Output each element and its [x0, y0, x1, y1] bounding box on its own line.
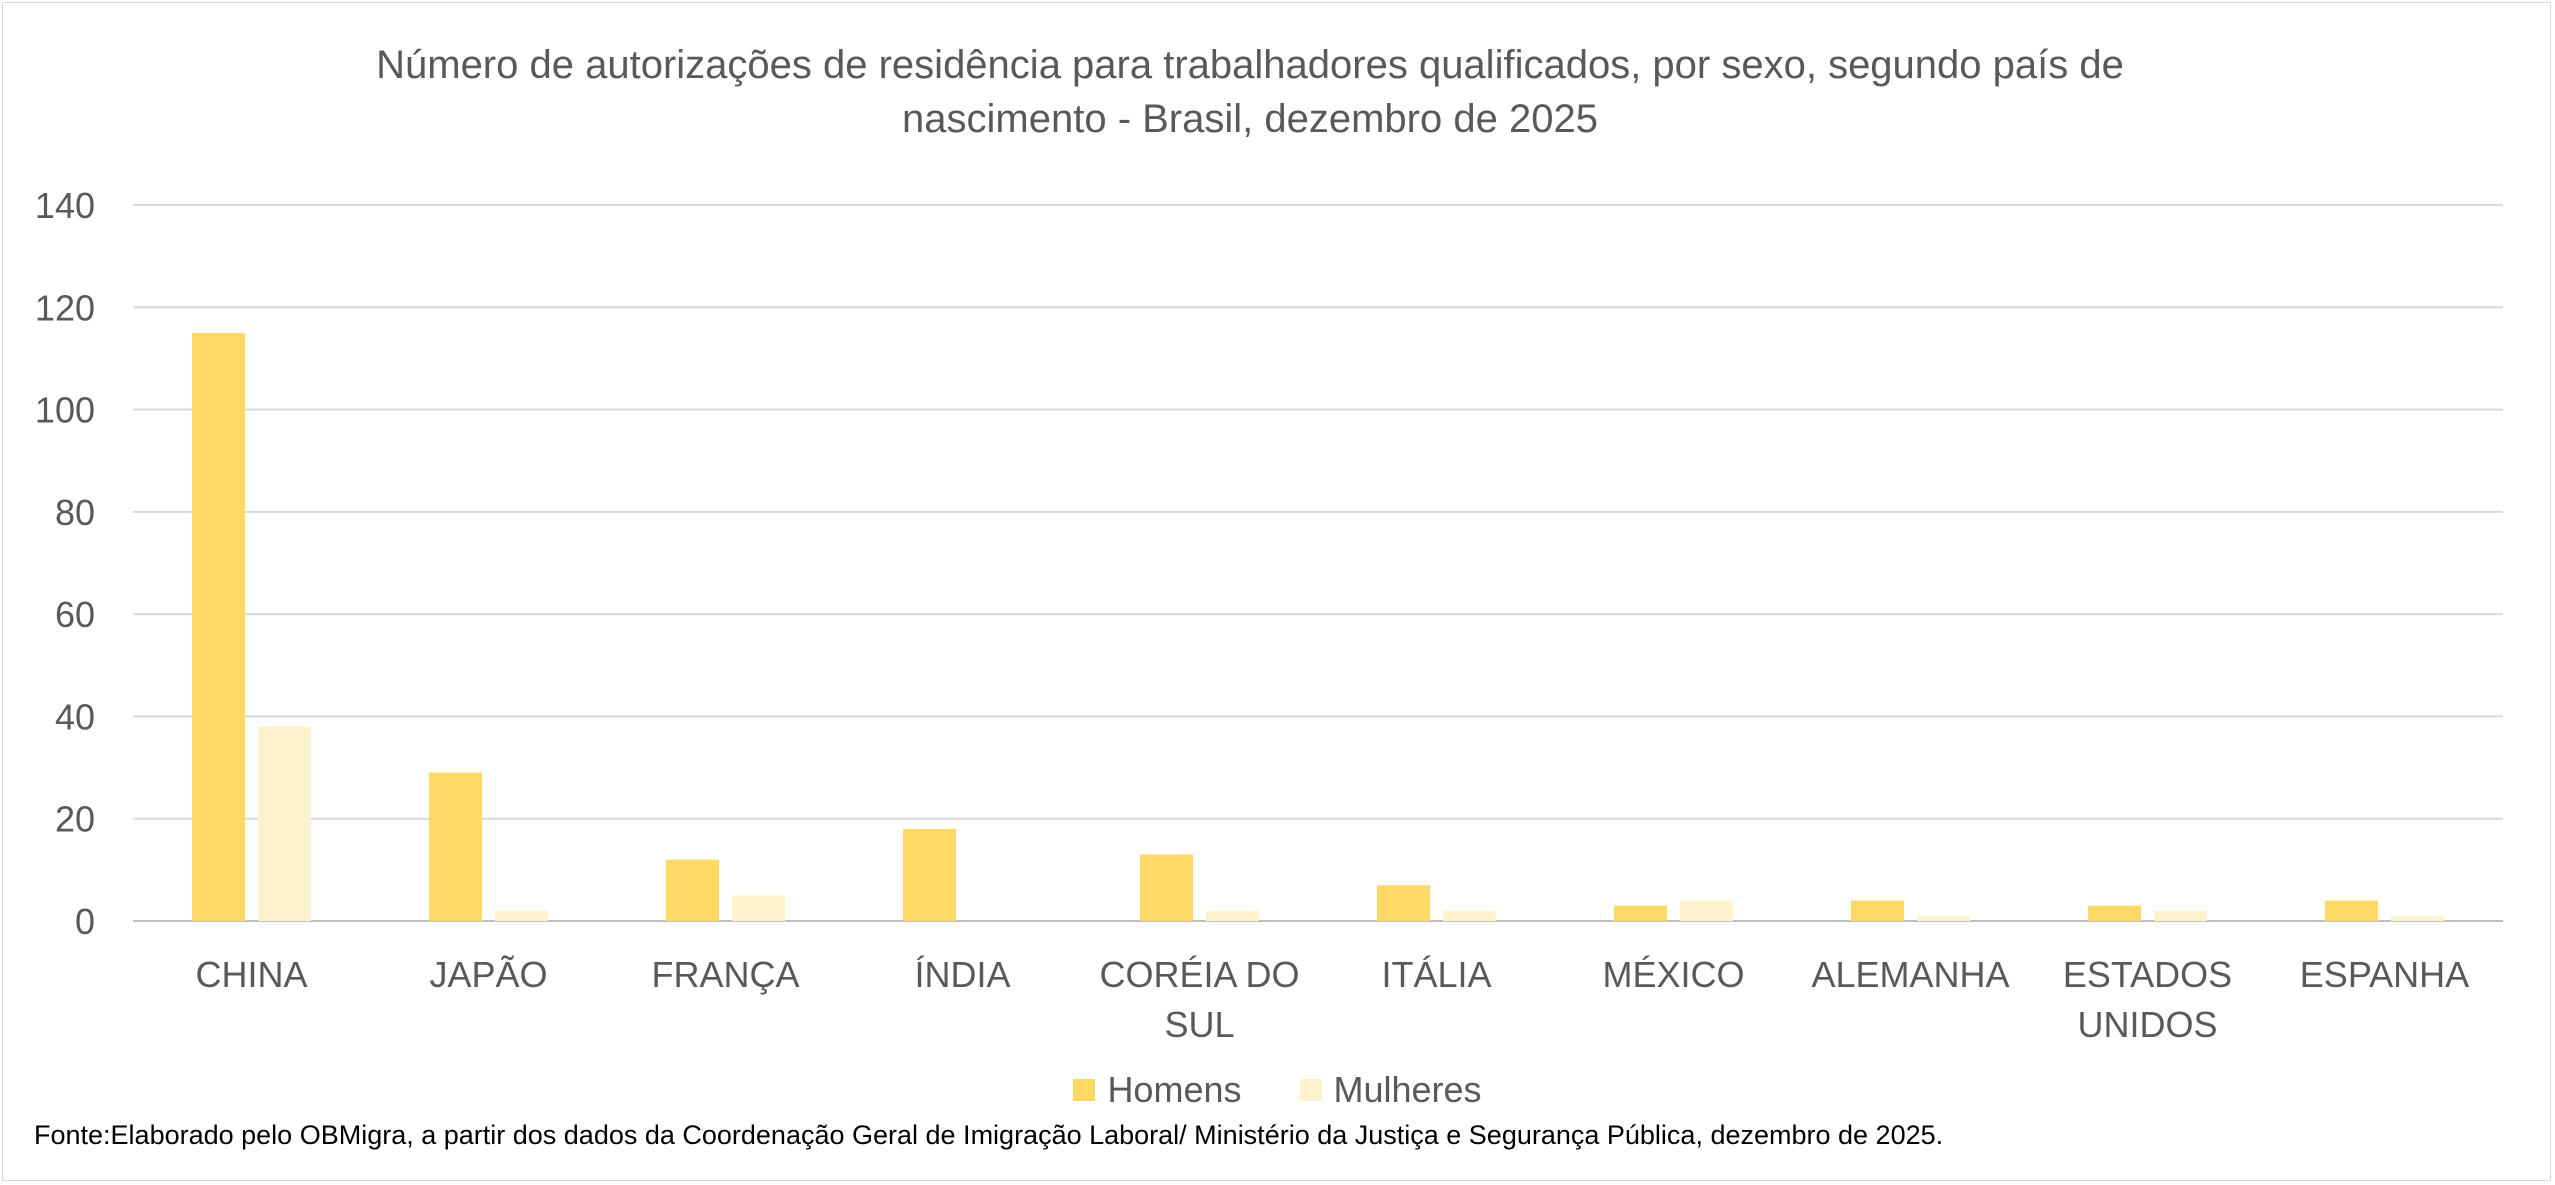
legend-item-mulheres: Mulheres [1299, 1069, 1482, 1111]
bar-homens-4 [1140, 854, 1193, 921]
chart-title-line-1: Número de autorizações de residência par… [376, 43, 2124, 87]
x-tick-label-0: CHINA [195, 954, 307, 995]
source-note: Fonte:Elaborado pelo OBMigra, a partir d… [34, 1120, 1944, 1150]
bar-mulheres-1 [495, 910, 548, 921]
bars [192, 332, 2444, 921]
x-tick-label-9: ESPANHA [2300, 954, 2469, 995]
bar-homens-2 [666, 859, 719, 921]
bar-homens-6 [1614, 905, 1667, 921]
bar-homens-7 [1851, 900, 1904, 921]
bar-mulheres-9 [2391, 915, 2444, 921]
bar-homens-3 [903, 828, 956, 921]
bar-mulheres-7 [1917, 915, 1970, 921]
y-tick-label-0: 0 [75, 901, 95, 942]
legend-label-homens: Homens [1107, 1069, 1242, 1110]
bar-mulheres-2 [732, 895, 785, 921]
legend-label-mulheres: Mulheres [1333, 1069, 1482, 1110]
bar-mulheres-4 [1206, 910, 1259, 921]
x-tick-label-5: ITÁLIA [1381, 954, 1491, 995]
x-tick-label-3: ÍNDIA [914, 954, 1010, 995]
x-tick-label-8-line-0: ESTADOS [2063, 954, 2232, 995]
x-tick-label-2: FRANÇA [651, 954, 799, 995]
y-tick-label-80: 80 [55, 492, 95, 533]
y-tick-label-40: 40 [55, 696, 95, 737]
bar-mulheres-5 [1443, 910, 1496, 921]
x-tick-label-8-line-1: UNIDOS [2077, 1004, 2217, 1045]
x-tick-label-1: JAPÃO [429, 954, 547, 995]
bar-homens-5 [1377, 885, 1430, 921]
bar-mulheres-8 [2154, 910, 2207, 921]
chart-title-line-2: nascimento - Brasil, dezembro de 2025 [902, 97, 1598, 141]
bar-homens-9 [2325, 900, 2378, 921]
bar-homens-0 [192, 332, 245, 921]
bar-homens-1 [429, 772, 482, 921]
x-tick-label-6: MÉXICO [1602, 954, 1744, 995]
x-tick-label-4-line-0: CORÉIA DO [1099, 954, 1299, 995]
x-tick-label-4-line-1: SUL [1164, 1004, 1234, 1045]
y-tick-label-100: 100 [35, 390, 95, 431]
legend-swatch-homens [1073, 1079, 1096, 1101]
bar-homens-8 [2088, 905, 2141, 921]
gridlines [133, 204, 2503, 922]
bar-mulheres-6 [1680, 900, 1733, 921]
y-tick-label-20: 20 [55, 799, 95, 840]
y-axis-tick-labels: 0 20 40 60 80 100 120 140 [35, 185, 95, 942]
bar-mulheres-0 [258, 726, 311, 921]
x-axis-tick-labels: CHINA JAPÃO FRANÇA ÍNDIA CORÉIA DO SUL ITÁLIA M… [195, 954, 2469, 1045]
x-tick-label-7: ALEMANHA [1811, 954, 2009, 995]
legend-item-homens: Homens [1073, 1069, 1242, 1111]
legend: Homens Mulheres [0, 1062, 2555, 1118]
y-tick-label-60: 60 [55, 594, 95, 635]
chart-title: Número de autorizações de residência par… [300, 38, 2200, 146]
y-tick-label-120: 120 [35, 287, 95, 328]
legend-swatch-mulheres [1299, 1079, 1322, 1101]
y-tick-label-140: 140 [35, 185, 95, 226]
